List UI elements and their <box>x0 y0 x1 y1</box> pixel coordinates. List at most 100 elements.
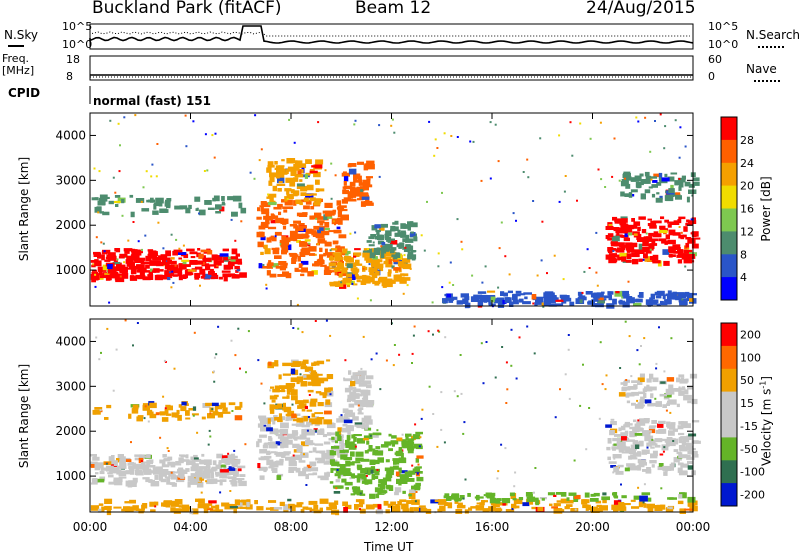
data-cell <box>133 258 140 262</box>
data-cell <box>283 508 289 512</box>
data-cell <box>163 411 167 415</box>
data-cell <box>281 387 285 393</box>
data-cell <box>444 493 450 498</box>
data-speck <box>102 242 105 245</box>
data-cell <box>167 274 171 281</box>
data-cell <box>688 183 695 188</box>
data-cell <box>326 449 331 456</box>
data-cell <box>341 199 348 204</box>
data-cell <box>101 467 109 471</box>
data-cell <box>91 197 99 201</box>
data-speck <box>420 417 423 420</box>
data-cell <box>509 301 514 307</box>
data-cell <box>340 443 347 447</box>
data-cell <box>393 274 402 281</box>
data-speck <box>504 447 507 450</box>
data-cell <box>399 499 407 503</box>
data-cell <box>655 197 663 203</box>
data-cell <box>214 274 219 280</box>
data-cell <box>340 454 348 460</box>
data-cell <box>352 372 361 376</box>
data-cell <box>267 262 274 267</box>
data-speck <box>680 231 683 234</box>
data-cell <box>642 462 647 466</box>
data-cell <box>202 475 211 479</box>
data-speck <box>380 245 383 248</box>
data-cell <box>638 391 642 394</box>
data-speck <box>116 258 119 261</box>
data-cell <box>192 261 197 265</box>
data-speck <box>471 274 474 277</box>
data-cell <box>221 196 225 201</box>
data-cell <box>307 271 314 277</box>
data-speck <box>452 284 455 286</box>
data-cell <box>325 460 331 463</box>
data-speck <box>130 441 132 444</box>
data-speck <box>497 160 500 163</box>
data-cell <box>191 508 199 515</box>
data-cell <box>413 235 417 242</box>
data-cell <box>260 251 264 255</box>
data-speck <box>390 124 393 127</box>
data-cell <box>178 404 182 408</box>
data-cell <box>639 373 645 378</box>
data-cell <box>678 421 684 425</box>
data-cell <box>211 402 219 407</box>
data-cell <box>548 292 554 298</box>
data-cell <box>324 410 332 415</box>
data-cell <box>676 254 685 258</box>
data-cell <box>678 235 682 239</box>
data-speck <box>413 325 416 328</box>
data-cell <box>350 493 356 496</box>
nsearch-tick-bottom: 10^0 <box>708 38 739 51</box>
data-cell <box>346 435 351 441</box>
data-speck <box>112 176 115 179</box>
data-cell <box>153 268 160 273</box>
data-cell <box>620 382 628 385</box>
data-cell <box>687 460 693 464</box>
data-cell <box>675 192 681 195</box>
data-cell <box>343 197 352 200</box>
data-cell <box>126 255 132 262</box>
data-cell <box>147 253 152 257</box>
data-cell <box>664 173 668 178</box>
data-speck <box>370 358 373 361</box>
data-cell <box>258 466 268 471</box>
data-cell <box>644 387 653 392</box>
data-cell <box>686 445 694 451</box>
data-cell <box>387 236 392 243</box>
data-speck <box>219 491 222 494</box>
data-cell <box>129 462 134 464</box>
data-cell <box>120 456 126 463</box>
data-cell <box>220 469 229 473</box>
data-cell <box>269 395 278 400</box>
data-speck <box>324 169 327 172</box>
data-cell <box>194 266 203 270</box>
data-cell <box>633 224 638 229</box>
data-cell <box>197 503 206 509</box>
data-cell <box>666 421 671 428</box>
data-speck <box>293 141 296 144</box>
data-cell <box>353 489 360 495</box>
data-speck <box>659 113 662 116</box>
data-cell <box>150 481 160 487</box>
data-cell <box>186 248 195 252</box>
data-cell <box>296 417 304 423</box>
data-speck <box>480 179 483 182</box>
data-cell <box>633 233 638 236</box>
data-speck <box>172 281 175 284</box>
data-cell <box>198 209 206 216</box>
data-cell <box>639 502 646 506</box>
data-cell <box>298 214 308 217</box>
data-cell <box>351 268 359 273</box>
data-cell <box>454 501 459 504</box>
data-speck <box>505 402 508 404</box>
data-cell <box>476 502 485 505</box>
data-speck <box>437 265 440 268</box>
data-cell <box>240 499 248 506</box>
data-speck <box>354 119 357 122</box>
data-speck <box>460 240 463 243</box>
data-cell <box>363 415 372 420</box>
data-cell <box>309 418 317 423</box>
data-cell <box>135 508 141 511</box>
